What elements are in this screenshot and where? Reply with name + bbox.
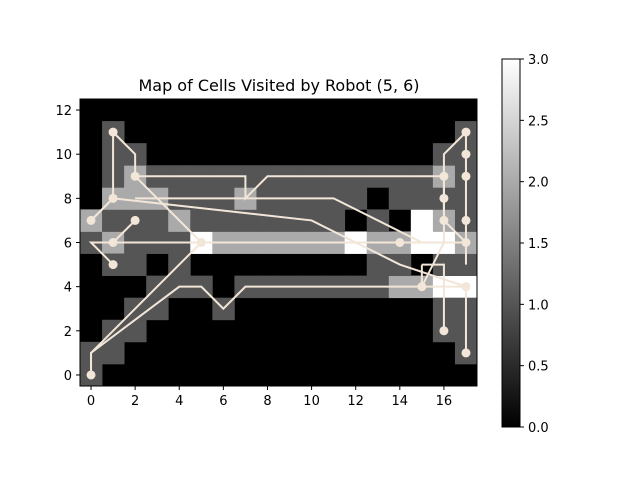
- colorbar-tick-label: 1.5: [528, 237, 549, 252]
- robot-marker-point: [417, 282, 427, 292]
- y-tick-label: 8: [64, 192, 72, 207]
- heatmap-cell: [146, 209, 169, 232]
- robot-marker-point: [130, 215, 140, 225]
- y-tick-label: 4: [64, 281, 72, 296]
- robot-marker-point: [439, 171, 449, 181]
- heatmap-cell: [256, 209, 279, 232]
- heatmap-cell: [410, 187, 434, 210]
- heatmap-cell: [454, 253, 478, 277]
- robot-marker-point: [461, 171, 471, 181]
- robot-marker-point: [86, 215, 96, 225]
- y-tick-label: 6: [64, 237, 72, 252]
- robot-marker-point: [439, 326, 449, 336]
- robot-marker-point: [86, 370, 96, 380]
- robot-path-line: [90, 285, 466, 375]
- robot-marker-point: [461, 282, 471, 292]
- x-tick-label: 14: [392, 394, 409, 409]
- y-tick-label: 12: [55, 104, 72, 119]
- x-tick-label: 12: [347, 394, 364, 409]
- heatmap-cell: [388, 187, 412, 210]
- heatmap-cell: [212, 209, 235, 232]
- heatmap-cell: [190, 209, 213, 232]
- x-tick-label: 2: [131, 394, 139, 409]
- robot-marker-point: [461, 238, 471, 247]
- x-tick-label: 16: [436, 394, 453, 409]
- heatmap-cell: [102, 341, 125, 365]
- x-tick-label: 10: [303, 394, 320, 409]
- colorbar-bar: [501, 58, 521, 428]
- robot-marker-point: [461, 348, 471, 358]
- heatmap-cell: [124, 319, 147, 343]
- x-tick-label: 0: [87, 394, 95, 409]
- robot-marker-point: [461, 127, 471, 137]
- heatmap-cell: [146, 297, 169, 321]
- robot-marker-point: [108, 260, 118, 270]
- x-tick-label: 6: [219, 394, 227, 409]
- colorbar-tick-label: 0.5: [528, 360, 549, 375]
- robot-marker-point: [461, 215, 471, 225]
- heatmap-cell: [322, 209, 346, 232]
- x-tick-label: 8: [263, 394, 271, 409]
- heatmap-cell: [124, 253, 147, 277]
- robot-marker-point: [130, 171, 140, 181]
- heatmap-cell: [234, 209, 257, 232]
- heatmap-cell: [344, 187, 368, 210]
- heatmap-cell: [366, 253, 390, 277]
- y-tick-label: 0: [64, 369, 72, 384]
- colorbar: 0.0 0.5 1.0 1.5 2.0 2.5 3.0: [501, 53, 549, 436]
- robot-marker-point: [461, 149, 471, 159]
- robot-marker-point: [439, 193, 449, 203]
- robot-path-line: [112, 219, 136, 244]
- axes: 0 2 4 6 8 10 12 14 16 0 2 4 6 8 10 12: [55, 98, 478, 409]
- colorbar-tick-label: 2.0: [528, 176, 549, 191]
- heatmap-cell: [410, 209, 434, 232]
- colorbar-tick-label: 2.5: [528, 114, 549, 129]
- robot-marker-point: [108, 238, 118, 247]
- robot-marker-point: [439, 215, 449, 225]
- x-tick-label: 4: [175, 394, 183, 409]
- robot-marker-point: [196, 238, 206, 247]
- colorbar-tick-label: 3.0: [528, 53, 549, 68]
- robot-path-line: [135, 197, 423, 244]
- y-tick-label: 10: [55, 148, 72, 163]
- colorbar-tick-label: 0.0: [528, 421, 549, 436]
- robot-marker-point: [108, 193, 118, 203]
- heatmap-cell: [278, 209, 301, 232]
- heatmap-cell: [102, 209, 125, 232]
- robot-path-line: [421, 263, 445, 331]
- robot-marker-point: [108, 127, 118, 137]
- colorbar-tick-label: 1.0: [528, 298, 549, 313]
- chart-title: Map of Cells Visited by Robot (5, 6): [138, 76, 419, 95]
- robot-markers: [86, 127, 471, 380]
- y-tick-label: 2: [64, 325, 72, 340]
- robot-marker-point: [395, 238, 405, 247]
